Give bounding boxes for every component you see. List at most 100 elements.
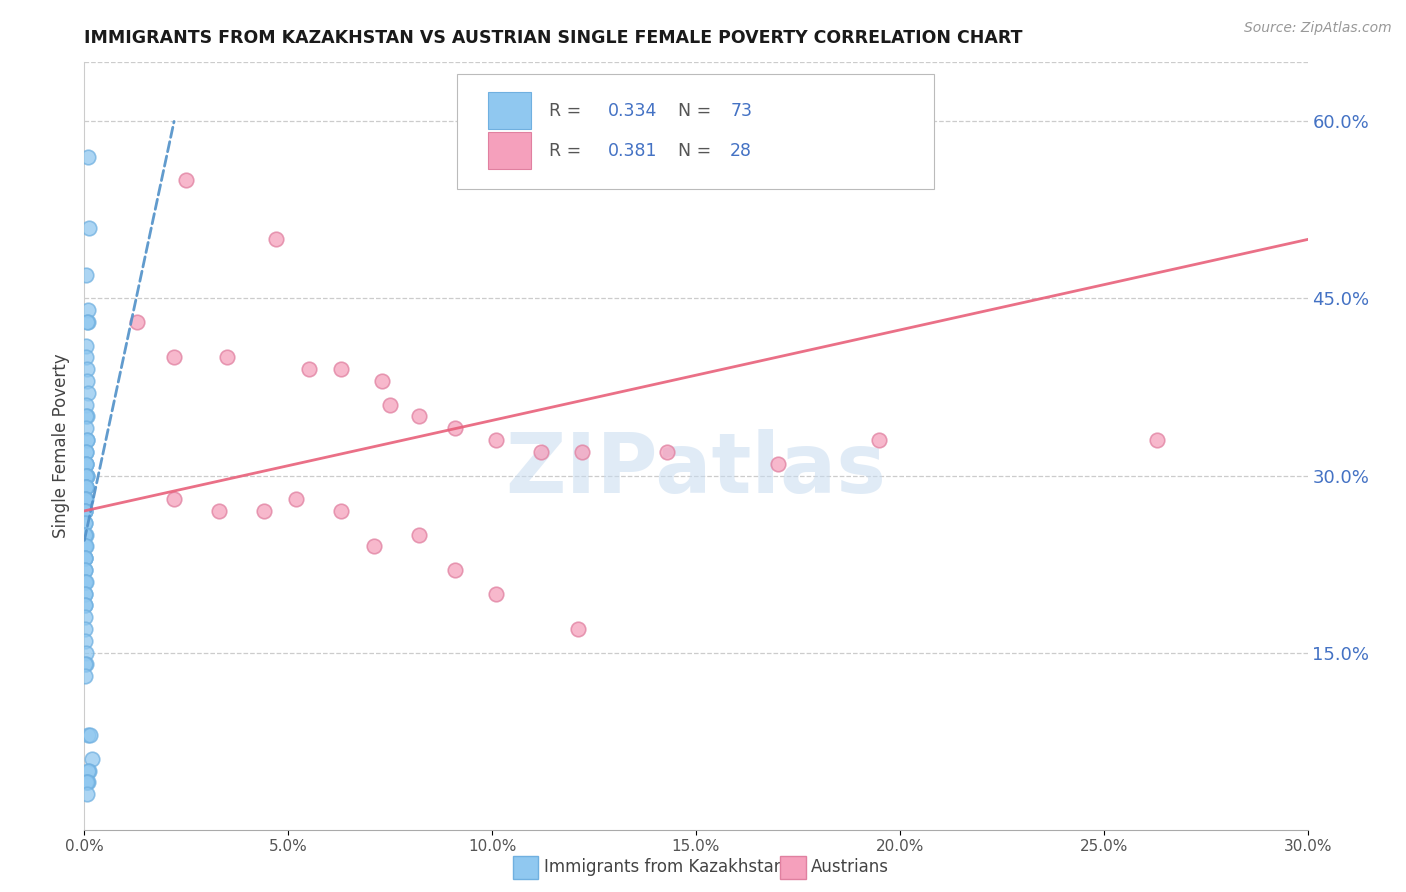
Point [380, 398, 402, 412]
Point [76, 433, 98, 447]
Point [75, 551, 97, 566]
FancyBboxPatch shape [488, 132, 531, 169]
Text: ZIPatlas: ZIPatlas [506, 428, 886, 509]
Point [75, 398, 97, 412]
Point [75, 339, 97, 353]
Text: R =: R = [550, 142, 586, 160]
Point [76, 787, 98, 801]
Text: N =: N = [678, 142, 717, 160]
Point [1146, 433, 1168, 447]
Text: IMMIGRANTS FROM KAZAKHSTAN VS AUSTRIAN SINGLE FEMALE POVERTY CORRELATION CHART: IMMIGRANTS FROM KAZAKHSTAN VS AUSTRIAN S… [84, 29, 1022, 47]
Point [208, 504, 231, 518]
Point [75, 669, 97, 683]
Point [75, 445, 97, 459]
Text: 73: 73 [730, 102, 752, 120]
Point [75, 527, 97, 541]
Point [75, 539, 97, 553]
Text: 28: 28 [730, 142, 752, 160]
Point [408, 527, 430, 541]
Y-axis label: Single Female Poverty: Single Female Poverty [52, 354, 70, 538]
Point [73, 586, 96, 600]
Point [75, 539, 97, 553]
FancyBboxPatch shape [457, 74, 935, 189]
Point [298, 362, 321, 376]
Point [75, 492, 97, 507]
Point [75, 468, 97, 483]
Point [75, 504, 97, 518]
Point [657, 445, 679, 459]
Point [264, 232, 287, 246]
Point [75, 421, 97, 435]
Point [163, 351, 186, 365]
Point [75, 539, 97, 553]
Point [869, 433, 891, 447]
Point [75, 268, 97, 282]
Point [77, 764, 100, 778]
Point [444, 421, 467, 435]
Point [75, 492, 97, 507]
FancyBboxPatch shape [488, 93, 531, 129]
Point [73, 599, 96, 613]
Text: Austrians: Austrians [811, 858, 889, 876]
Point [73, 563, 96, 577]
Point [330, 504, 353, 518]
Point [76, 150, 98, 164]
Text: Immigrants from Kazakhstan: Immigrants from Kazakhstan [544, 858, 785, 876]
Point [371, 374, 394, 388]
Point [75, 527, 97, 541]
Point [75, 657, 97, 672]
Point [79, 728, 101, 742]
Point [75, 516, 97, 530]
Point [330, 362, 353, 376]
Point [75, 775, 97, 789]
Point [766, 457, 789, 471]
Text: Source: ZipAtlas.com: Source: ZipAtlas.com [1244, 21, 1392, 35]
Point [80, 752, 103, 766]
Point [75, 351, 97, 365]
Point [75, 574, 97, 589]
Point [75, 551, 97, 566]
Point [75, 516, 97, 530]
Point [530, 445, 553, 459]
Text: 0.334: 0.334 [607, 102, 657, 120]
Point [75, 409, 97, 424]
Point [73, 574, 96, 589]
Point [75, 480, 97, 494]
Point [76, 362, 98, 376]
Point [363, 539, 385, 553]
Point [75, 480, 97, 494]
Point [75, 480, 97, 494]
Point [77, 764, 100, 778]
Point [75, 657, 97, 672]
Point [76, 315, 98, 329]
Point [485, 433, 508, 447]
Point [75, 492, 97, 507]
Point [75, 646, 97, 660]
Point [75, 457, 97, 471]
Point [75, 504, 97, 518]
Point [75, 468, 97, 483]
Point [76, 775, 98, 789]
Point [73, 610, 96, 624]
Point [76, 303, 98, 318]
Point [217, 351, 239, 365]
Point [75, 480, 97, 494]
Point [408, 409, 430, 424]
Text: N =: N = [678, 102, 717, 120]
Point [567, 622, 589, 636]
Point [285, 492, 308, 507]
Point [485, 586, 508, 600]
Point [127, 315, 149, 329]
Point [444, 563, 467, 577]
Point [77, 315, 100, 329]
Point [76, 775, 98, 789]
Point [76, 468, 98, 483]
Point [75, 539, 97, 553]
Point [75, 457, 97, 471]
Point [73, 622, 96, 636]
Point [73, 586, 96, 600]
Point [73, 633, 96, 648]
Point [73, 563, 96, 577]
Point [174, 173, 197, 187]
Point [76, 374, 98, 388]
